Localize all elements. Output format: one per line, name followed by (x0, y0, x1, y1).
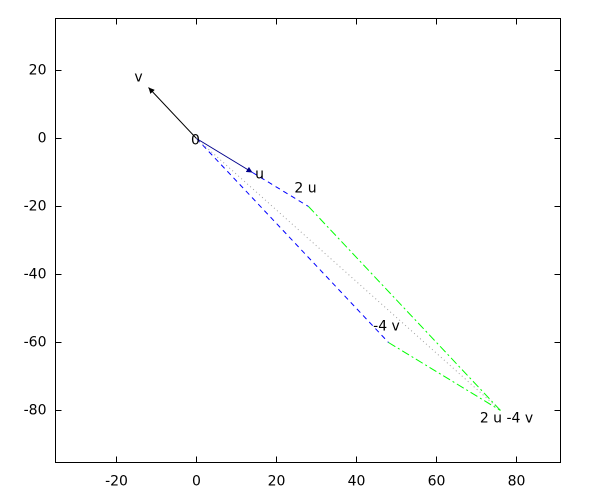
y-tick-label: 0 (38, 131, 47, 147)
x-tick-label: 80 (508, 474, 526, 490)
x-tick-label: 40 (348, 474, 366, 490)
vector-segment (196, 138, 253, 173)
vector-segment (308, 206, 501, 411)
vector-segment (196, 138, 501, 411)
point-label: 2 u (294, 181, 316, 197)
vector-segment (388, 342, 501, 411)
vector-segment (148, 87, 197, 139)
y-tick-label: -80 (24, 402, 47, 418)
y-tick-label: -40 (24, 266, 47, 282)
y-tick-label: -60 (24, 334, 47, 350)
x-tick-label: 60 (428, 474, 446, 490)
y-tick-label: 20 (29, 63, 47, 79)
vector-segment (196, 138, 389, 343)
x-tick-label: 20 (268, 474, 286, 490)
point-label: -4 v (373, 318, 400, 334)
x-tick-label: 0 (192, 474, 201, 490)
point-label: u (255, 167, 264, 183)
point-label: v (134, 70, 142, 86)
y-tick-label: -20 (24, 199, 47, 215)
point-label: 0 (191, 133, 200, 149)
vector-segment (252, 172, 309, 207)
x-tick-label: -20 (105, 474, 128, 490)
point-label: 2 u -4 v (480, 410, 533, 426)
plot-frame (55, 18, 561, 463)
